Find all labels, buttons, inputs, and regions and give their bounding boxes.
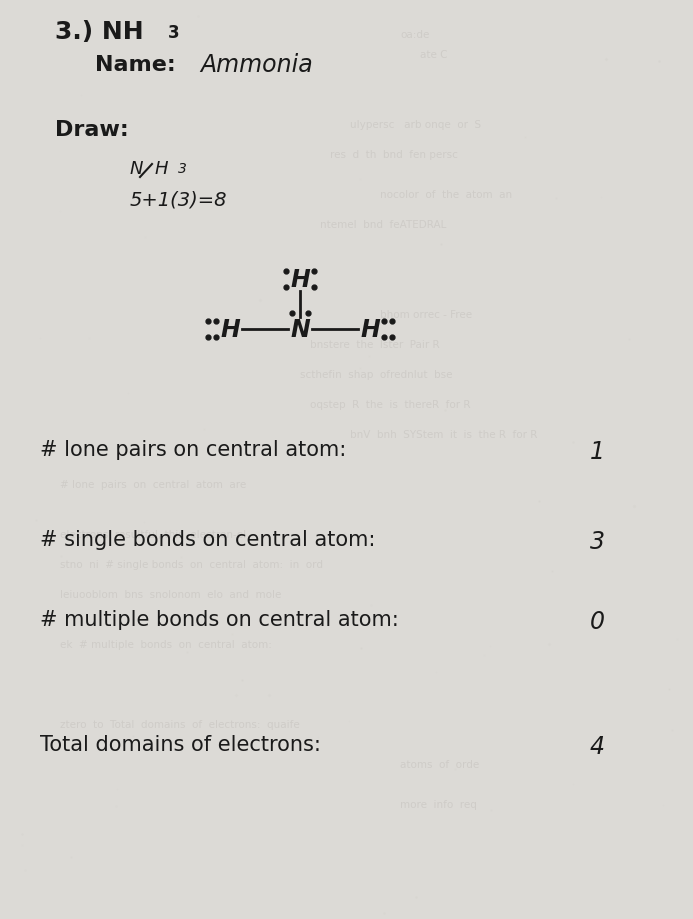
Text: oa:de: oa:de: [400, 30, 430, 40]
Text: leiuooblom  bns  snolonom  elo  and  mole: leiuooblom bns snolonom elo and mole: [60, 589, 281, 599]
Text: Name:: Name:: [95, 55, 176, 75]
Text: 1: 1: [590, 439, 605, 463]
Text: electrons  resultful, this  electron-el: electrons resultful, this electron-el: [60, 529, 246, 539]
Text: bnV  bnh  SYStem  it  is  the R  for R: bnV bnh SYStem it is the R for R: [350, 429, 537, 439]
Text: 4: 4: [590, 734, 605, 758]
Text: ntemel  bnd  feATEDRAL: ntemel bnd feATEDRAL: [320, 220, 446, 230]
Text: N: N: [290, 318, 310, 342]
Text: nocolor  of  the  atom  an: nocolor of the atom an: [380, 190, 512, 199]
Text: 3: 3: [590, 529, 605, 553]
Text: # lone pairs on central atom:: # lone pairs on central atom:: [40, 439, 346, 460]
Text: H: H: [290, 267, 310, 291]
Text: # lone  pairs  on  central  atom  are: # lone pairs on central atom are: [60, 480, 246, 490]
Text: Ammonia: Ammonia: [200, 53, 313, 77]
Text: 5+1(3)=8: 5+1(3)=8: [130, 190, 227, 209]
Text: H: H: [220, 318, 240, 342]
Text: scthefin  shap  ofrednlut  bse: scthefin shap ofrednlut bse: [300, 369, 453, 380]
Text: N  H: N H: [130, 160, 168, 177]
Text: 3: 3: [168, 24, 179, 42]
Text: bnstere  the  lster  Pair R: bnstere the lster Pair R: [310, 340, 439, 349]
Text: ate C: ate C: [420, 50, 448, 60]
Text: ek  # multiple  bonds  on  central  atom:: ek # multiple bonds on central atom:: [60, 640, 272, 650]
Text: Total domains of electrons:: Total domains of electrons:: [40, 734, 321, 754]
Text: # multiple bonds on central atom:: # multiple bonds on central atom:: [40, 609, 398, 630]
Text: atoms  of  orde: atoms of orde: [400, 759, 480, 769]
Text: stno  ni  # single bonds  on  central  atom:  in  ord: stno ni # single bonds on central atom: …: [60, 560, 323, 570]
Text: # single bonds on central atom:: # single bonds on central atom:: [40, 529, 376, 550]
Text: res  d  th  bnd  fen persc: res d th bnd fen persc: [330, 150, 458, 160]
Text: ulypersc   arb onqe  or  S: ulypersc arb onqe or S: [350, 119, 481, 130]
Text: more  info  req: more info req: [400, 800, 477, 809]
Text: ztero  to  Total  domains  of  electrons:  quaife: ztero to Total domains of electrons: qua…: [60, 720, 300, 729]
Text: oqstep  R  the  is  thereR  for R: oqstep R the is thereR for R: [310, 400, 471, 410]
Text: bhom orrec - Free: bhom orrec - Free: [380, 310, 472, 320]
Text: H: H: [360, 318, 380, 342]
Text: 3.) NH: 3.) NH: [55, 20, 143, 44]
Text: Draw:: Draw:: [55, 119, 129, 140]
Text: 3: 3: [178, 162, 187, 176]
Text: 0: 0: [590, 609, 605, 633]
